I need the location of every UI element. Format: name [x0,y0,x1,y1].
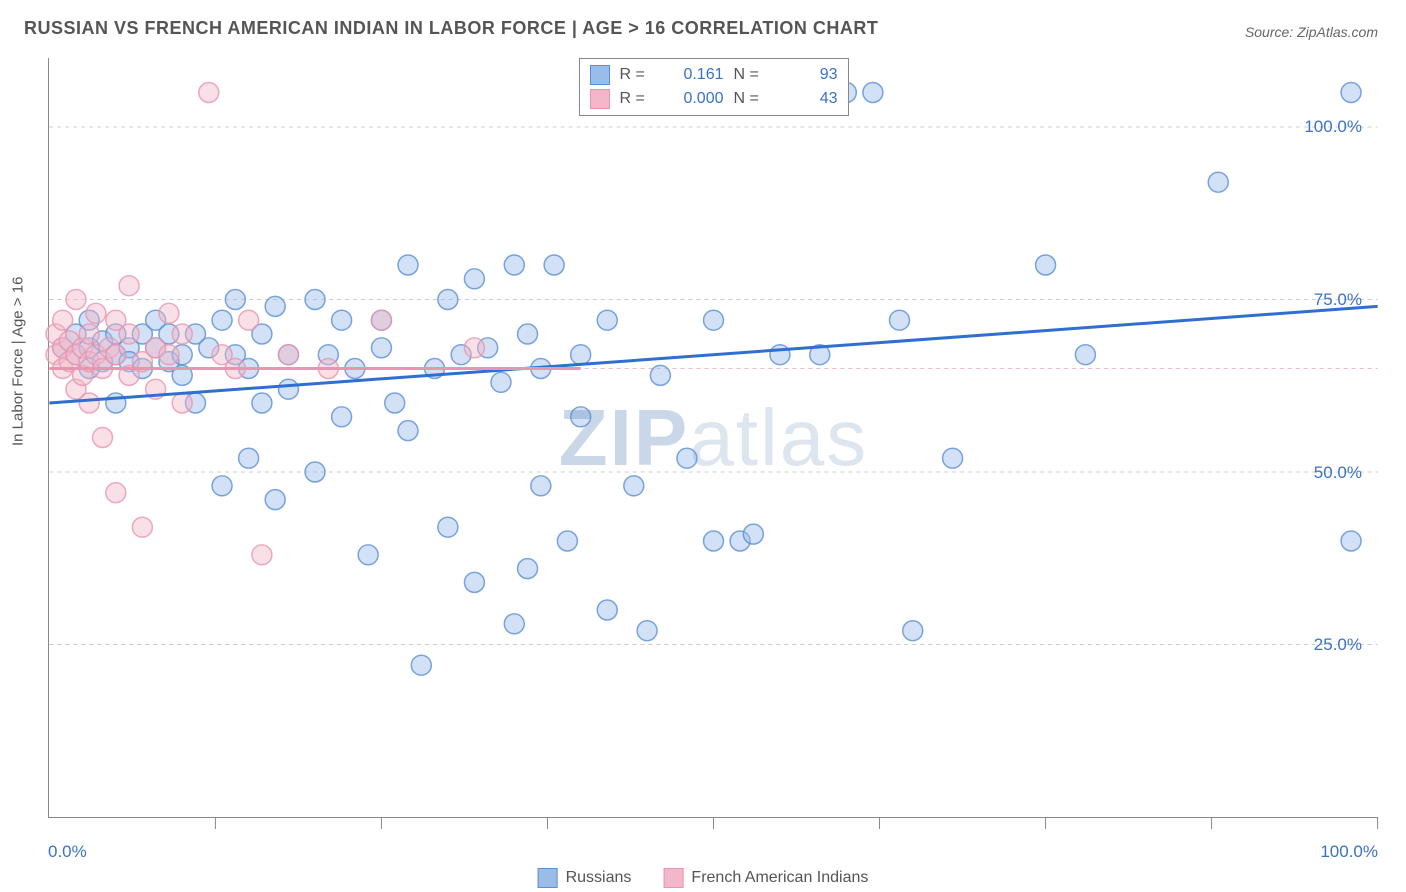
y-tick-label: 100.0% [1304,117,1362,137]
chart-area: R = 0.161 N = 93 R = 0.000 N = 43 ZIPatl… [48,58,1378,818]
legend-r-value-french: 0.000 [664,90,724,108]
swatch-russians [590,65,610,85]
legend-label-french: French American Indians [691,869,868,887]
legend-item-russians: Russians [538,868,632,888]
legend-label-russians: Russians [566,869,632,887]
y-tick-label: 50.0% [1314,463,1362,483]
swatch-french [590,89,610,109]
legend-r-label: R = [620,90,654,108]
source-attribution: Source: ZipAtlas.com [1245,24,1378,40]
swatch-russians-icon [538,868,558,888]
x-axis-max-label: 100.0% [1320,842,1378,862]
legend-correlation: R = 0.161 N = 93 R = 0.000 N = 43 [579,58,849,116]
legend-series: Russians French American Indians [538,868,869,888]
legend-r-label: R = [620,66,654,84]
legend-n-label: N = [734,90,768,108]
y-tick-label: 25.0% [1314,635,1362,655]
legend-n-value-french: 43 [778,90,838,108]
chart-title: RUSSIAN VS FRENCH AMERICAN INDIAN IN LAB… [24,18,878,39]
x-axis-min-label: 0.0% [48,842,87,862]
swatch-french-icon [663,868,683,888]
scatter-plot [49,58,1378,817]
legend-row-french: R = 0.000 N = 43 [590,87,838,111]
y-axis-label: In Labor Force | Age > 16 [10,277,27,446]
y-tick-label: 75.0% [1314,290,1362,310]
legend-n-label: N = [734,66,768,84]
legend-item-french: French American Indians [663,868,868,888]
legend-n-value-russians: 93 [778,66,838,84]
legend-row-russians: R = 0.161 N = 93 [590,63,838,87]
legend-r-value-russians: 0.161 [664,66,724,84]
